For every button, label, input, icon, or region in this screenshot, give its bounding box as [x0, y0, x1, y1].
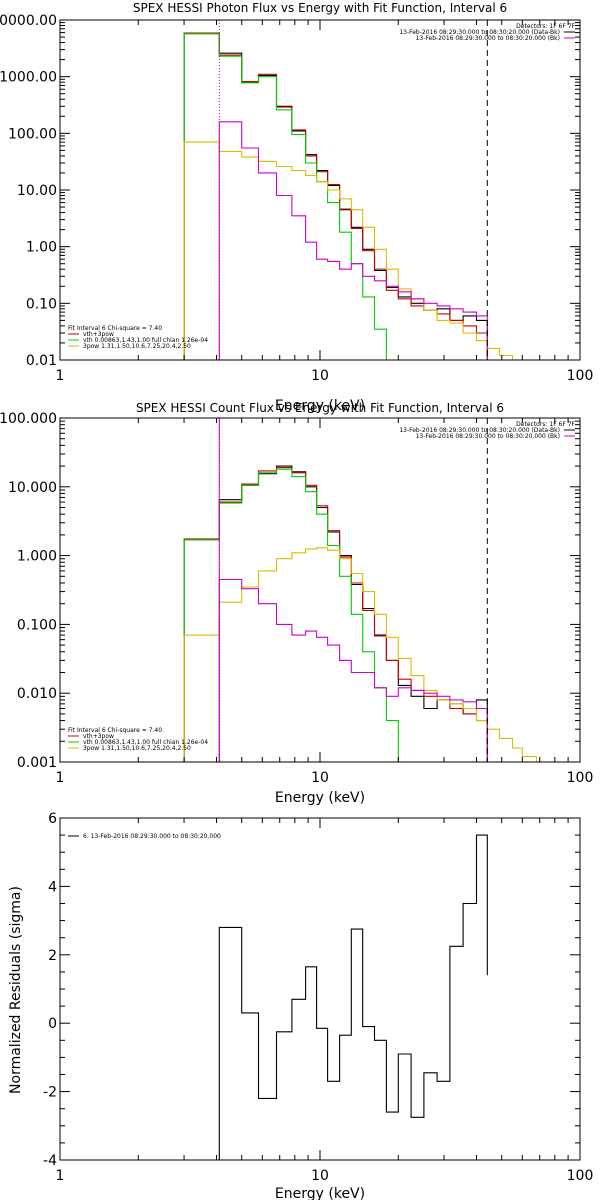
axes-box — [59, 19, 581, 361]
series-line-4 — [218, 121, 488, 360]
legend-left-header: Fit Interval 6 Chi-square = 7.40 — [68, 727, 162, 734]
y-tick-label: 1000.00 — [0, 70, 57, 86]
series-line-0 — [218, 834, 488, 1160]
legend-left-text: vth+3pow — [83, 331, 114, 338]
x-tick-label: 10 — [311, 1168, 329, 1184]
series-line-0 — [183, 32, 488, 360]
legend-left-text: vth 0.00863,1.43,1.00 full chian 1.26e-0… — [83, 337, 208, 344]
residuals-panel: Energy (keV) Normalized Residuals (sigma… — [8, 811, 593, 1200]
series-line-1 — [183, 467, 488, 762]
y-tick-label: -4 — [43, 1153, 57, 1169]
legend-left-text: 6. 13-Feb-2016 08:29:30.000 to 08:30:20.… — [83, 833, 221, 840]
y-tick-label: 1.00 — [26, 240, 57, 256]
y-tick-label: -2 — [43, 1085, 57, 1101]
x-tick-label: 10 — [311, 770, 329, 786]
y-tick-label: 6 — [48, 811, 57, 827]
series-line-0 — [183, 465, 488, 762]
x-tick-label: 100 — [567, 368, 594, 384]
series-line-1 — [183, 32, 488, 360]
series-line-2 — [183, 33, 399, 360]
legend-right-text: Detectors: 1F 6F 7F — [516, 23, 575, 30]
x-tick-label: 10 — [311, 368, 329, 384]
y-tick-label: 0 — [48, 1016, 57, 1032]
y-tick-label: 100.00 — [8, 126, 57, 142]
x-tick-label: 1 — [56, 770, 65, 786]
count-flux-panel: SPEX HESSI Count Flux vs Energy with Fit… — [0, 401, 593, 806]
legend-left-text: 3pow 1.31,1.50,10.6,7.25,20.4,2.50 — [83, 745, 191, 752]
x-axis-label: Energy (keV) — [275, 398, 365, 414]
legend-right-text: 13-Feb-2016 08:29:30.000 to 08:30:20.000… — [399, 29, 560, 36]
legend-left-text: 3pow 1.31,1.50,10.6,7.25,20.4,2.50 — [83, 343, 191, 350]
legend-left-header: Fit Interval 6 Chi-square = 7.40 — [68, 325, 162, 332]
axes-box — [59, 817, 581, 1161]
legend-left-text: vth+3pow — [83, 733, 114, 740]
y-axis-label: Normalized Residuals (sigma) — [8, 886, 24, 1094]
y-tick-label: 2 — [48, 948, 57, 964]
y-tick-label: 10.000 — [8, 480, 57, 496]
photon-flux-panel: SPEX HESSI Photon Flux vs Energy with Fi… — [0, 1, 593, 414]
y-tick-label: 0000.00 — [0, 13, 57, 29]
y-tick-label: 0.01 — [26, 353, 57, 369]
chart-title: SPEX HESSI Count Flux vs Energy with Fit… — [136, 401, 504, 415]
series-line-4 — [218, 578, 488, 762]
y-tick-label: 10.00 — [17, 183, 57, 199]
y-tick-label: 0.10 — [26, 296, 57, 312]
legend-right-text: 13-Feb-2016 08:29:30.000 to 08:30:20.000… — [416, 35, 560, 42]
x-tick-label: 1 — [56, 1168, 65, 1184]
x-axis-label: Energy (keV) — [275, 1186, 365, 1200]
y-tick-label: 0.100 — [17, 617, 57, 633]
legend-right-text: Detectors: 1F 6F 7F — [516, 421, 575, 428]
y-tick-label: 0.001 — [17, 755, 57, 771]
axes-box — [59, 417, 581, 763]
legend-right-text: 13-Feb-2016 08:29:30.000 to 08:30:20.000… — [399, 427, 560, 434]
series-line-2 — [183, 468, 399, 762]
x-axis-label: Energy (keV) — [275, 790, 365, 806]
legend-right-text: 13-Feb-2016 08:29:30.000 to 08:30:20.000… — [416, 433, 560, 440]
series-line-3 — [183, 141, 523, 360]
y-tick-label: 4 — [48, 879, 57, 895]
y-tick-label: 0.010 — [17, 686, 57, 702]
y-tick-label: 100.000 — [0, 411, 57, 427]
legend-left-text: vth 0.00863,1.43,1.00 full chian 1.26e-0… — [83, 739, 208, 746]
y-tick-label: 1.000 — [17, 549, 57, 565]
x-tick-label: 1 — [56, 368, 65, 384]
x-tick-label: 100 — [567, 1168, 594, 1184]
x-tick-label: 100 — [567, 770, 594, 786]
chart-title: SPEX HESSI Photon Flux vs Energy with Fi… — [133, 1, 507, 15]
